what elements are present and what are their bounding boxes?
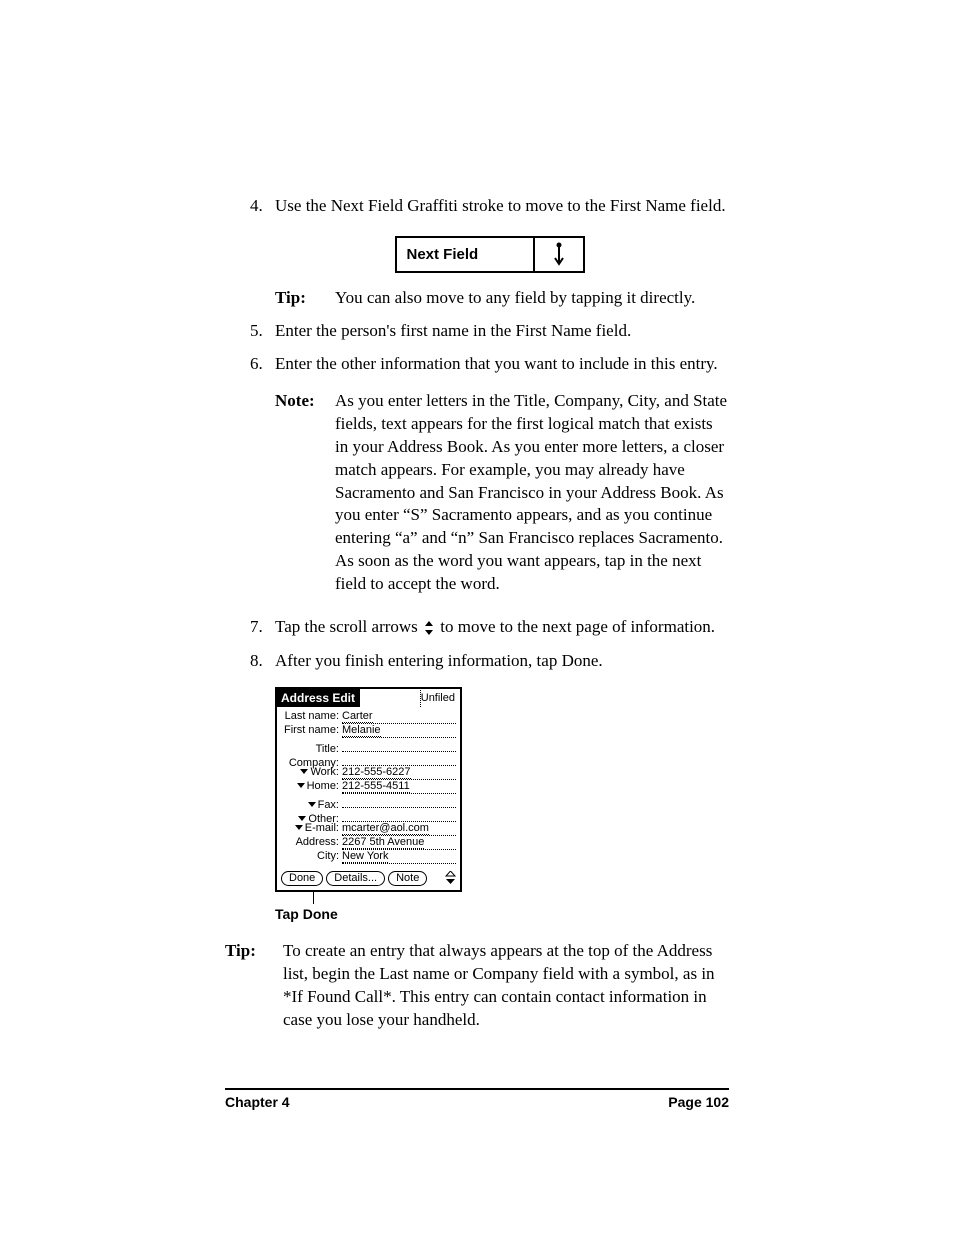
field-value[interactable]: 2267 5th Avenue xyxy=(342,837,456,850)
step-7: 7. Tap the scroll arrows to move to the … xyxy=(250,616,729,640)
next-field-graffiti-figure: Next Field xyxy=(395,236,585,273)
palm-category[interactable]: Unfiled xyxy=(420,690,459,707)
details-button[interactable]: Details... xyxy=(326,871,385,886)
field-value[interactable] xyxy=(342,809,456,822)
page-footer: Chapter 4 Page 102 xyxy=(225,1088,729,1110)
chapter-label: Chapter 4 xyxy=(225,1094,290,1110)
done-button[interactable]: Done xyxy=(281,871,323,886)
field-value[interactable]: Carter xyxy=(342,711,456,724)
note-label: Note: xyxy=(275,390,335,596)
field-label[interactable]: E-mail: xyxy=(281,823,342,834)
field-address: Address: 2267 5th Avenue xyxy=(281,837,456,850)
field-label: City: xyxy=(281,851,342,862)
field-label[interactable]: Fax: xyxy=(281,800,342,811)
field-lastname: Last name: Carter xyxy=(281,711,456,724)
palm-title: Address Edit xyxy=(277,689,360,707)
next-field-label: Next Field xyxy=(395,236,535,273)
page-number: Page 102 xyxy=(668,1094,729,1110)
callout-line xyxy=(313,890,314,904)
field-firstname: First name: Melanie xyxy=(281,725,456,738)
field-label: Last name: xyxy=(281,711,342,722)
field-value[interactable]: New York xyxy=(342,851,456,864)
step-text: Enter the other information that you wan… xyxy=(275,353,729,376)
note-button[interactable]: Note xyxy=(388,871,427,886)
field-value[interactable]: Melanie xyxy=(342,725,456,738)
field-home: Home: 212-555-4511 xyxy=(281,781,456,794)
palm-fields: Last name: Carter First name: Melanie Ti… xyxy=(277,707,460,867)
field-label: Title: xyxy=(281,744,342,755)
tip-label: Tip: xyxy=(275,287,335,310)
step-6: 6. Enter the other information that you … xyxy=(250,353,729,606)
note-text: As you enter letters in the Title, Compa… xyxy=(335,390,729,596)
tip-text: You can also move to any field by tappin… xyxy=(335,287,729,310)
field-value[interactable]: 212-555-6227 xyxy=(342,767,456,780)
step-7-post: to move to the next page of information. xyxy=(440,617,715,636)
step-5: 5. Enter the person's first name in the … xyxy=(250,320,729,343)
tip-text: To create an entry that always appears a… xyxy=(283,940,729,1032)
field-title: Title: xyxy=(281,739,456,752)
step-number: 8. xyxy=(250,650,275,673)
field-value[interactable]: mcarter@aol.com xyxy=(342,823,456,836)
step-text: Use the Next Field Graffiti stroke to mo… xyxy=(275,195,729,218)
scroll-arrows-icon[interactable] xyxy=(445,871,456,885)
field-label: Address: xyxy=(281,837,342,848)
field-value[interactable] xyxy=(342,795,456,808)
tip-2: Tip: To create an entry that always appe… xyxy=(225,940,729,1032)
tap-done-callout: Tap Done xyxy=(275,906,729,922)
field-label[interactable]: Home: xyxy=(281,781,342,792)
field-work: Work: 212-555-6227 xyxy=(281,767,456,780)
palm-button-row: Done Details... Note xyxy=(277,867,460,890)
field-city: City: New York xyxy=(281,851,456,864)
step-number: 5. xyxy=(250,320,275,343)
tip-1: Tip: You can also move to any field by t… xyxy=(275,287,729,310)
address-edit-screenshot: Address Edit Unfiled Last name: Carter F… xyxy=(275,687,462,892)
palm-header: Address Edit Unfiled xyxy=(277,689,460,707)
step-number: 4. xyxy=(250,195,275,218)
step-number: 7. xyxy=(250,616,275,640)
field-value[interactable] xyxy=(342,753,456,766)
field-label[interactable]: Work: xyxy=(281,767,342,778)
field-value[interactable]: 212-555-4511 xyxy=(342,781,456,794)
step-text: After you finish entering information, t… xyxy=(275,650,729,673)
note-1: Note: As you enter letters in the Title,… xyxy=(275,390,729,596)
document-page: 4. Use the Next Field Graffiti stroke to… xyxy=(0,0,954,1235)
field-fax: Fax: xyxy=(281,795,456,808)
step-7-pre: Tap the scroll arrows xyxy=(275,617,418,636)
step-4: 4. Use the Next Field Graffiti stroke to… xyxy=(250,195,729,218)
field-email: E-mail: mcarter@aol.com xyxy=(281,823,456,836)
step-text: Enter the person's first name in the Fir… xyxy=(275,320,729,343)
step-8: 8. After you finish entering information… xyxy=(250,650,729,673)
field-label: First name: xyxy=(281,725,342,736)
graffiti-stroke-icon xyxy=(535,236,585,273)
field-value[interactable] xyxy=(342,739,456,752)
step-text: Tap the scroll arrows to move to the nex… xyxy=(275,616,729,640)
scroll-arrows-icon xyxy=(424,617,434,640)
step-number: 6. xyxy=(250,353,275,606)
tip-label: Tip: xyxy=(225,940,283,1032)
